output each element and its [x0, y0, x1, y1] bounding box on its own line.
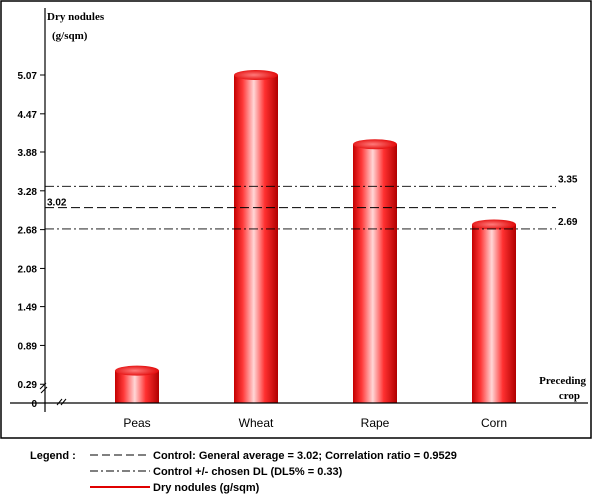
reference-label-1: 3.02 — [47, 198, 67, 209]
reference-label-0: 3.35 — [558, 174, 578, 185]
y-tick-label: 5.07 — [18, 71, 38, 82]
legend-title: Legend : — [30, 450, 76, 462]
y-tick-label: 2.08 — [18, 264, 38, 275]
bar-top-wheat — [234, 70, 278, 80]
x-tick-label-peas: Peas — [123, 416, 150, 430]
bar-peas — [115, 370, 159, 403]
reference-lines-group: 3.35 3.02 2.69 — [45, 174, 578, 230]
bars-group — [115, 70, 516, 403]
y-tick-label: 0.89 — [18, 341, 38, 352]
y-axis-label-line1: Dry nodules — [47, 11, 105, 23]
y-tick-label: 1.49 — [18, 303, 38, 314]
x-axis-label-line1: Preceding — [539, 375, 586, 387]
reference-label-2: 2.69 — [558, 217, 578, 228]
y-tick-label: 4.47 — [18, 110, 38, 121]
x-labels-group: Peas Wheat Rape Corn — [123, 416, 507, 430]
y-axis-label-line2: (g/sqm) — [52, 30, 88, 42]
y-tick-label: 0.29 — [18, 380, 38, 391]
x-axis-break-mark — [56, 398, 67, 406]
legend-item-dry-nodules: Dry nodules (g/sqm) — [153, 482, 260, 494]
x-tick-label-wheat: Wheat — [239, 416, 274, 430]
x-tick-label-rape: Rape — [361, 416, 390, 430]
bar-top-rape — [353, 139, 397, 150]
bar-rape — [353, 144, 397, 403]
bar-wheat — [234, 75, 278, 403]
bar-top-corn — [472, 219, 516, 230]
y-tick-label: 2.68 — [18, 226, 38, 237]
bar-top-peas — [115, 365, 159, 376]
bar-corn — [472, 224, 516, 403]
y-tick-label: 0 — [31, 399, 37, 410]
x-tick-label-corn: Corn — [481, 416, 507, 430]
x-axis-label-line2: crop — [559, 390, 580, 402]
legend-item-control: Control +/- chosen DL (DL5% = 0.33) — [153, 466, 343, 478]
y-ticks-group: 5.07 4.47 3.88 3.28 2.68 2.08 1.49 0.89 0.29 0 — [18, 71, 45, 410]
y-tick-label: 3.88 — [18, 148, 38, 159]
legend: Legend : Control: General average = 3.02… — [30, 450, 457, 494]
y-tick-label: 3.28 — [18, 187, 38, 198]
legend-item-average: Control: General average = 3.02; Correla… — [153, 450, 457, 462]
